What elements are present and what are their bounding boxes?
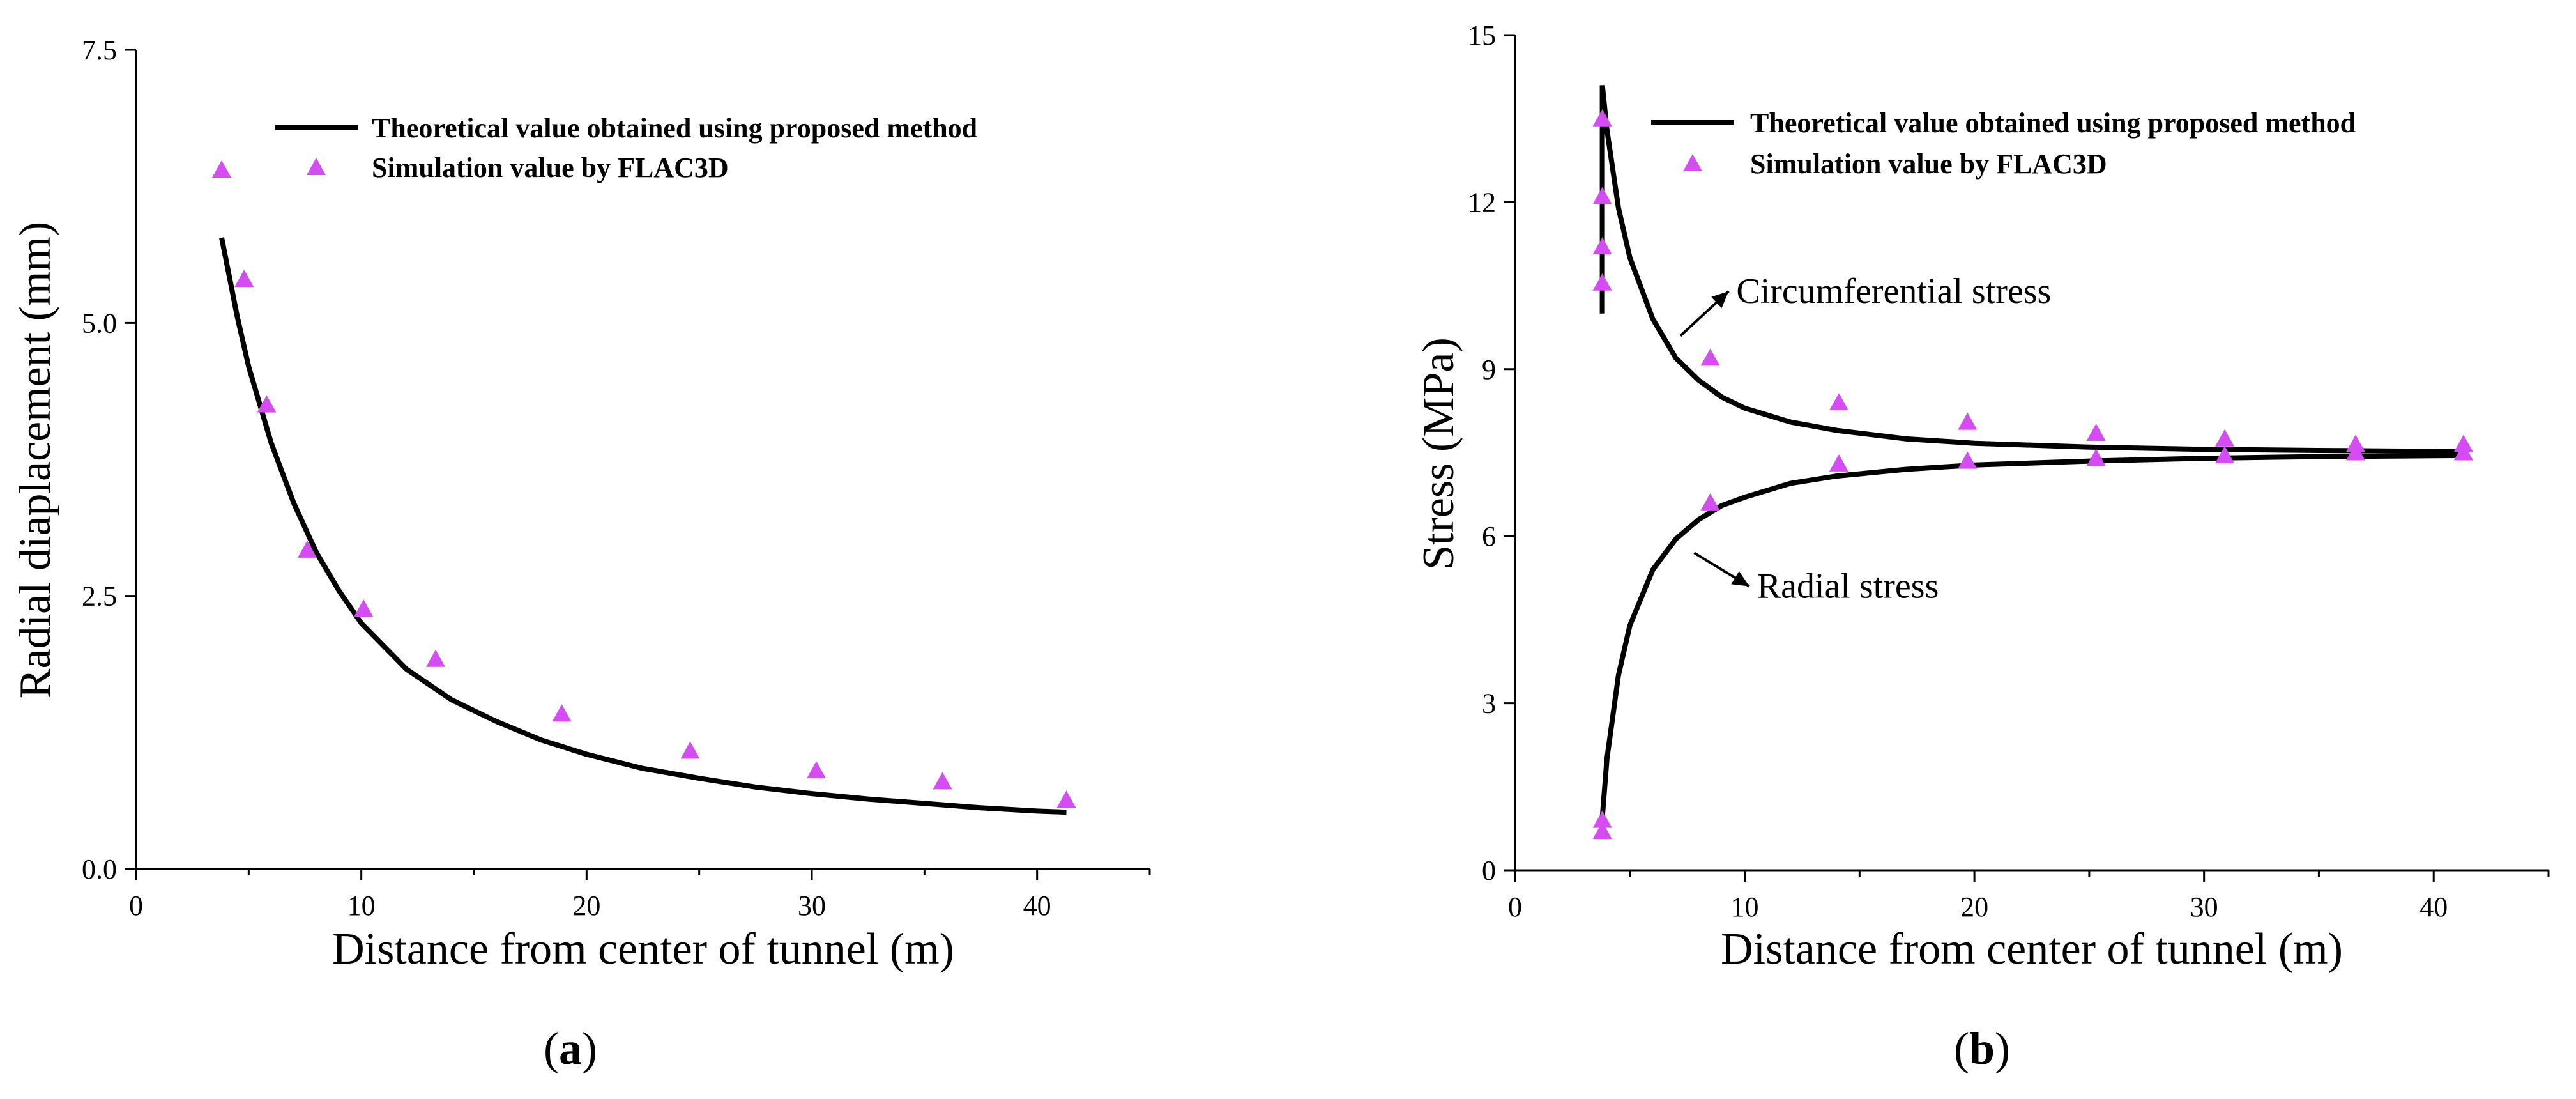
- panel-b-simulation-point: [2453, 443, 2473, 461]
- panel-b-caption-letter: b: [1969, 1023, 1995, 1074]
- panel-b-caption-open: (: [1954, 1023, 1969, 1074]
- panel-b-y-tick-label: 6: [1482, 521, 1496, 552]
- panel-b-caption-close: ): [1995, 1023, 2010, 1074]
- panel-a-simulation-point: [426, 649, 446, 667]
- panel-a-x-tick-label: 10: [347, 890, 376, 921]
- panel-a-x-tick-label: 20: [572, 890, 600, 921]
- panel-a-y-tick-label: 5.0: [82, 307, 117, 339]
- panel-b-simulation-point: [2215, 429, 2235, 447]
- panel-a-simulation-point: [933, 772, 952, 790]
- panel-b-y-tick-label: 15: [1468, 20, 1496, 51]
- panel-b-simulation-point: [1958, 451, 1978, 469]
- panel-b-simulation-point: [2086, 424, 2106, 442]
- panel-b-legend-marker-swatch: [1683, 154, 1702, 171]
- panel-a-caption: (a): [544, 1023, 597, 1074]
- panel-b-x-tick-label: 30: [2190, 891, 2218, 923]
- panel-b-simulation-point: [1592, 237, 1612, 255]
- panel-b: 0 10 20 30 40 0 3 6 9 12 15 Distance from center of…: [1414, 20, 2550, 1074]
- panel-a-simulation-point: [552, 704, 572, 722]
- panel-b-simulation-point: [1592, 109, 1612, 127]
- panel-a-x-tick-label: 40: [1023, 890, 1051, 921]
- panel-a-simulation-point: [807, 761, 827, 779]
- panel-b-simulation-point: [1700, 348, 1720, 366]
- panel-b-simulation-point: [1592, 810, 1612, 828]
- panel-a-y-tick-label: 7.5: [82, 35, 117, 66]
- panel-a-theoretical-curve: [219, 237, 1067, 815]
- panel-a: 0 10 20 30 40 0.0 2.5 5.0 7.5 Distance from cente…: [11, 35, 1151, 1074]
- panel-a-simulation-point: [1056, 790, 1076, 808]
- panel-a-simulation-point: [680, 741, 700, 759]
- panel-a-caption-open: (: [544, 1023, 559, 1074]
- panel-b-simulation-point: [2345, 443, 2365, 461]
- panel-b-simulation-point: [1592, 822, 1612, 840]
- panel-a-simulation-point: [354, 599, 374, 617]
- panel-b-x-axis-title: Distance from center of tunnel (m): [1721, 925, 2343, 974]
- panel-b-x-tick-label: 20: [1960, 891, 1988, 923]
- panel-b-caption: (b): [1954, 1023, 2010, 1074]
- panel-a-x-tick-label: 0: [129, 890, 143, 921]
- panel-b-simulation-point: [2215, 445, 2235, 463]
- panel-b-y-tick-label: 3: [1482, 688, 1496, 719]
- panel-b-y-tick-label: 9: [1482, 354, 1496, 385]
- panel-b-simulation-point: [1592, 273, 1612, 291]
- panel-a-legend-label-theoretical: Theoretical value obtained using propose…: [372, 112, 977, 144]
- panel-a-caption-close: ): [582, 1023, 597, 1074]
- panel-b-simulation-point: [1958, 412, 1978, 430]
- panel-b-simulation-point: [2086, 449, 2106, 466]
- panel-a-caption-letter: a: [559, 1023, 582, 1074]
- panel-b-annotation-arrow-head: [1711, 291, 1729, 309]
- panel-b-y-tick-label: 12: [1468, 187, 1496, 218]
- panel-a-simulation-point: [212, 160, 232, 178]
- panel-b-x-tick-label: 10: [1731, 891, 1759, 923]
- panel-b-x-tick-label: 0: [1508, 891, 1522, 923]
- panel-b-annotation-label: Circumferential stress: [1736, 272, 2051, 311]
- panel-b-annotation-label: Radial stress: [1757, 567, 1939, 606]
- panel-b-annotation-arrow-head: [1731, 571, 1749, 587]
- panel-b-theoretical-curve: [1599, 452, 2464, 818]
- panel-a-x-tick-label: 30: [798, 890, 826, 921]
- panel-a-simulation-point: [257, 395, 277, 413]
- panel-a-simulation-point: [298, 540, 317, 558]
- panel-b-simulation-point: [1700, 493, 1720, 511]
- panel-b-simulation-point: [1592, 187, 1612, 204]
- panel-a-y-tick-label: 2.5: [82, 581, 117, 612]
- panel-b-y-axis-title: Stress (MPa): [1414, 337, 1463, 570]
- panel-b-simulation-point: [1829, 393, 1848, 411]
- panel-b-theoretical-curve: [1599, 84, 2464, 454]
- panel-b-simulation-point: [1829, 454, 1848, 472]
- panel-b-y-tick-label: 0: [1482, 855, 1496, 886]
- panel-b-x-tick-label: 40: [2420, 891, 2448, 923]
- panel-a-legend-marker-swatch: [307, 158, 326, 175]
- panel-a-x-axis-title: Distance from center of tunnel (m): [332, 925, 954, 974]
- panel-a-y-tick-label: 0.0: [82, 854, 117, 885]
- panel-a-y-axis-title: Radial diaplacement (mm): [11, 222, 60, 698]
- panel-b-legend-label-simulation: Simulation value by FLAC3D: [1750, 148, 2107, 180]
- panel-a-simulation-point: [234, 269, 254, 287]
- panel-b-legend-label-theoretical: Theoretical value obtained using propose…: [1750, 107, 2356, 139]
- panel-a-legend-label-simulation: Simulation value by FLAC3D: [372, 152, 729, 183]
